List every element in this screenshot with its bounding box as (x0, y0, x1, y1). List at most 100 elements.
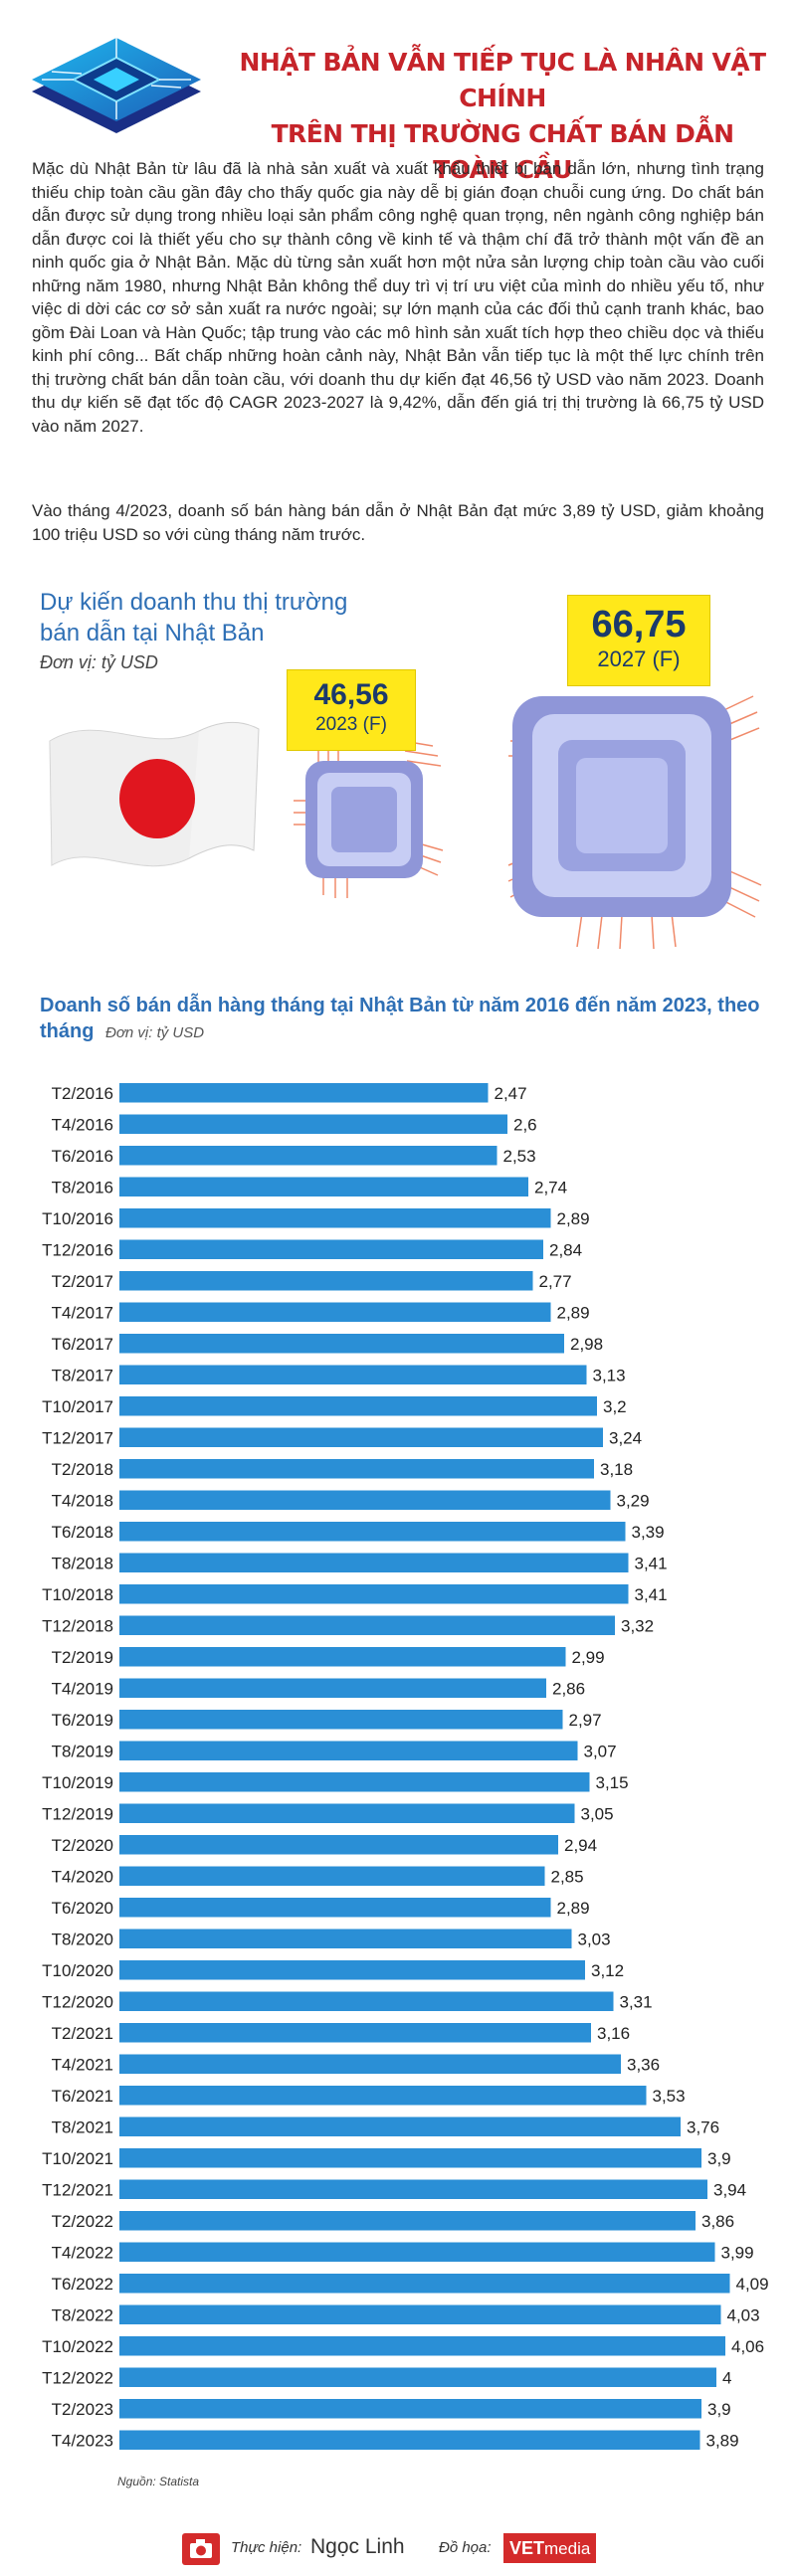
bar (119, 2086, 647, 2106)
value-label: 3,76 (687, 2117, 719, 2136)
bar (119, 1741, 578, 1760)
bar (119, 1960, 585, 1980)
category-label: T8/2019 (52, 1742, 113, 1760)
bar (119, 2211, 696, 2231)
value-label: 4 (722, 2368, 731, 2387)
page-title: NHẬT BẢN VẪN TIẾP TỤC LÀ NHÂN VẬT CHÍNH … (234, 45, 771, 188)
category-label: T6/2018 (52, 1523, 113, 1542)
bar (119, 1991, 614, 2011)
value-label: 3,86 (701, 2212, 734, 2231)
category-label: T12/2019 (42, 1804, 113, 1823)
category-label: T8/2017 (52, 1366, 113, 1384)
value-label: 2,47 (495, 1084, 527, 1103)
bar (119, 2274, 730, 2294)
bar (119, 2054, 621, 2074)
bar (119, 1334, 564, 1354)
category-label: T2/2017 (52, 1272, 113, 1291)
category-label: T2/2018 (52, 1460, 113, 1479)
category-label: T4/2019 (52, 1679, 113, 1698)
value-label: 2,77 (539, 1272, 572, 1291)
value-label: 2,89 (557, 1899, 590, 1918)
value-label: 3,99 (721, 2243, 754, 2262)
bar (119, 2179, 707, 2199)
category-label: T6/2017 (52, 1335, 113, 1354)
value-label: 3,12 (591, 1961, 624, 1980)
bar (119, 1835, 558, 1855)
value-label: 3,07 (584, 1742, 617, 1760)
category-label: T4/2017 (52, 1303, 113, 1322)
article-paragraph-1: Mặc dù Nhật Bản từ lâu đã là nhà sản xuấ… (32, 159, 764, 436)
category-label: T6/2021 (52, 2087, 113, 2106)
bar (119, 1772, 590, 1792)
graphic-label: Đồ họa: (439, 2539, 492, 2556)
category-label: T10/2021 (42, 2149, 113, 2168)
bar-chart-title: Doanh số bán dẫn hàng tháng tại Nhật Bản… (40, 993, 776, 1046)
category-label: T8/2016 (52, 1178, 113, 1196)
value-label: 3,13 (593, 1366, 626, 1384)
bar (119, 2304, 721, 2324)
bar (119, 2242, 715, 2262)
bar (119, 1490, 611, 1510)
category-label: T4/2020 (52, 1867, 113, 1886)
category-label: T6/2022 (52, 2275, 113, 2294)
bar (119, 1584, 629, 1604)
title-line-1: NHẬT BẢN VẪN TIẾP TỤC LÀ NHÂN VẬT CHÍNH (239, 48, 767, 112)
chip-icon (32, 38, 201, 133)
bar (119, 2367, 716, 2387)
bar (119, 2336, 725, 2356)
bar (119, 1146, 498, 1166)
bar (119, 1615, 615, 1635)
bar-chart-title-text: Doanh số bán dẫn hàng tháng tại Nhật Bản… (40, 995, 760, 1042)
value-label: 2,85 (551, 1867, 584, 1886)
value-label: 3,41 (635, 1585, 668, 1604)
value-label: 2,97 (569, 1711, 602, 1730)
value-label: 2,89 (557, 1303, 590, 1322)
bar (119, 1647, 566, 1667)
value-label: 3,15 (596, 1773, 629, 1792)
bar (119, 1365, 587, 1384)
value-label: 2,98 (570, 1335, 603, 1354)
value-label: 3,36 (627, 2055, 660, 2074)
bar (119, 1866, 545, 1886)
category-label: T12/2022 (42, 2368, 113, 2387)
value-label: 2,99 (572, 1648, 605, 1667)
bar (119, 2116, 681, 2136)
category-label: T10/2017 (42, 1397, 113, 1416)
category-label: T4/2023 (52, 2431, 113, 2450)
chip-icon-2027 (507, 695, 762, 950)
value-label: 3,29 (617, 1491, 650, 1510)
category-label: T2/2020 (52, 1836, 113, 1855)
value-label: 3,53 (653, 2087, 686, 2106)
bar (119, 1177, 528, 1196)
value-label: 3,24 (609, 1428, 642, 1447)
category-label: T10/2022 (42, 2337, 113, 2356)
forecast-box-2023: 46,56 2023 (F) (287, 669, 416, 751)
category-label: T2/2022 (52, 2212, 113, 2231)
category-label: T6/2019 (52, 1711, 113, 1730)
category-label: T10/2018 (42, 1585, 113, 1604)
header: NHẬT BẢN VẪN TIẾP TỤC LÀ NHÂN VẬT CHÍNH … (0, 0, 796, 184)
forecast-unit: Đơn vị: tỷ USD (40, 652, 158, 672)
bar (119, 2023, 591, 2043)
value-label: 3,94 (713, 2180, 746, 2199)
bar (119, 1522, 626, 1542)
bar (119, 1803, 575, 1823)
value-label: 3,2 (603, 1397, 627, 1416)
bar (119, 1459, 594, 1479)
category-label: T2/2016 (52, 1084, 113, 1103)
value-label: 3,39 (632, 1523, 665, 1542)
forecast-title: Dự kiến doanh thu thị trường bán dẫn tại… (40, 589, 348, 646)
bar (119, 1396, 597, 1416)
forecast-value-2023: 46,56 (313, 678, 389, 711)
value-label: 2,86 (552, 1679, 585, 1698)
value-label: 2,94 (564, 1836, 597, 1855)
category-label: T12/2016 (42, 1240, 113, 1259)
category-label: T12/2018 (42, 1616, 113, 1635)
value-label: 4,06 (731, 2337, 764, 2356)
category-label: T4/2016 (52, 1115, 113, 1134)
bar (119, 1553, 629, 1572)
bar (119, 1083, 489, 1103)
value-label: 3,89 (706, 2431, 739, 2450)
forecast-year-2027: 2027 (F) (597, 646, 681, 671)
bar (119, 1239, 543, 1259)
